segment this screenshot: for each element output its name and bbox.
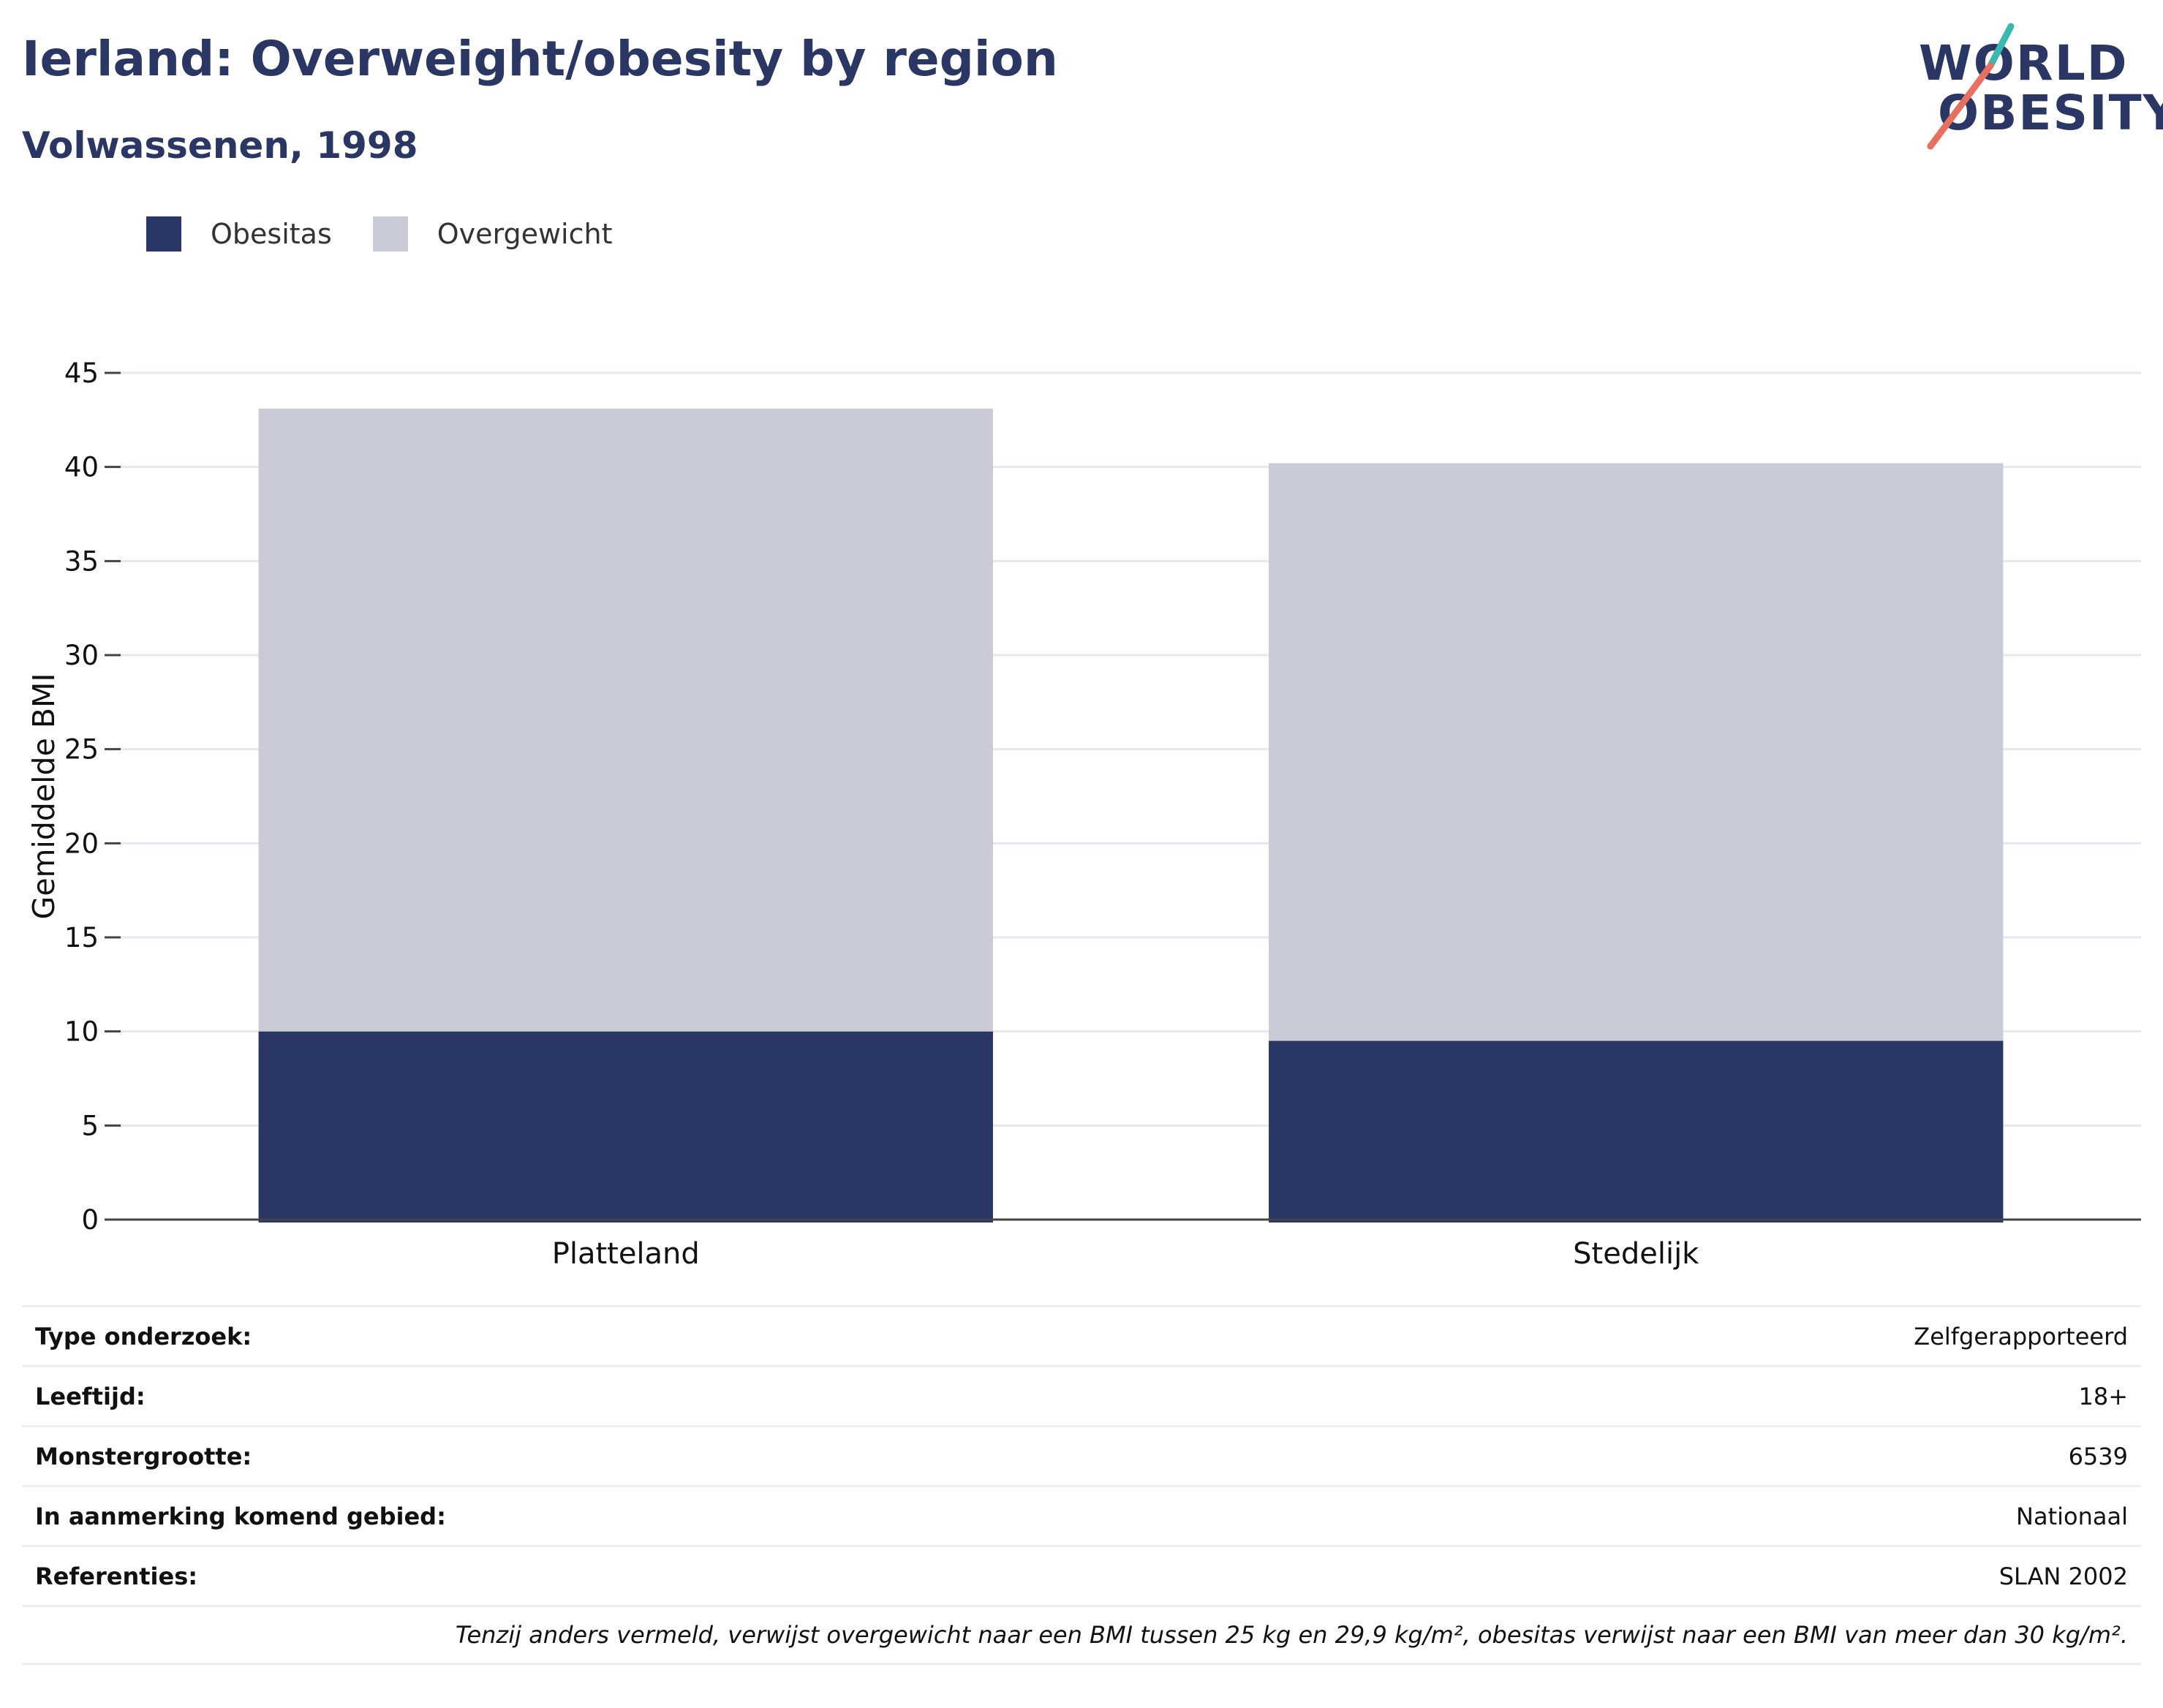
legend-swatch-obesitas bbox=[146, 216, 181, 252]
info-key: Leeftijd: bbox=[35, 1382, 146, 1410]
logo-line-2: OBESITY bbox=[1938, 85, 2163, 141]
info-key: Monstergrootte: bbox=[35, 1442, 252, 1470]
y-tick-label: 45 bbox=[64, 358, 99, 389]
info-table: Type onderzoek: Zelfgerapporteerd Leefti… bbox=[22, 1305, 2141, 1665]
world-obesity-logo: WORLD OBESITY bbox=[1909, 20, 2163, 159]
stacked-bar-chart: 0 5 10 15 20 25 30 35 40 45 Gemiddelde BMI Plattela… bbox=[26, 358, 2141, 1271]
x-tick-label: Platteland bbox=[552, 1237, 700, 1271]
info-row-type: Type onderzoek: Zelfgerapporteerd bbox=[22, 1305, 2141, 1365]
logo-slash-icon bbox=[1927, 23, 2015, 150]
legend-item-overgewicht[interactable]: Overgewicht bbox=[372, 216, 613, 252]
chart-title: Ierland: Overweight/obesity by region bbox=[22, 31, 1058, 87]
y-axis-label: Gemiddelde BMI bbox=[26, 673, 61, 920]
y-tick-label: 20 bbox=[64, 828, 99, 859]
info-value: 6539 bbox=[2068, 1442, 2128, 1470]
y-tick-label: 5 bbox=[81, 1110, 99, 1141]
y-tick-label: 0 bbox=[81, 1204, 99, 1236]
legend-item-obesitas[interactable]: Obesitas bbox=[146, 216, 332, 252]
legend-label-overgewicht: Overgewicht bbox=[437, 218, 613, 250]
legend-label-obesitas: Obesitas bbox=[211, 218, 332, 250]
info-value: Nationaal bbox=[2016, 1502, 2128, 1530]
info-value: Zelfgerapporteerd bbox=[1914, 1322, 2128, 1350]
info-value: 18+ bbox=[2078, 1382, 2128, 1410]
footnote: Tenzij anders vermeld, verwijst overgewi… bbox=[22, 1605, 2141, 1665]
logo-line-1: WORLD bbox=[1919, 35, 2129, 91]
bar-overgewicht-stedelijk bbox=[1269, 463, 2004, 1041]
chart-subtitle: Volwassenen, 1998 bbox=[22, 124, 418, 167]
chart-legend: Obesitas Overgewicht bbox=[146, 216, 654, 252]
bar-obesitas-stedelijk bbox=[1269, 1040, 2004, 1223]
info-key: In aanmerking komend gebied: bbox=[35, 1502, 446, 1530]
info-key: Referenties: bbox=[35, 1562, 198, 1590]
info-value: SLAN 2002 bbox=[1998, 1562, 2128, 1590]
y-tick-label: 35 bbox=[64, 545, 99, 577]
y-tick-label: 25 bbox=[64, 734, 99, 766]
y-tick-label: 10 bbox=[64, 1016, 99, 1048]
y-tick-label: 30 bbox=[64, 640, 99, 671]
info-row-age: Leeftijd: 18+ bbox=[22, 1365, 2141, 1425]
bar-overgewicht-platteland bbox=[258, 408, 993, 1032]
info-row-references: Referenties: SLAN 2002 bbox=[22, 1545, 2141, 1605]
y-tick-label: 40 bbox=[64, 452, 99, 483]
legend-swatch-overgewicht bbox=[372, 216, 408, 252]
info-row-sample-size: Monstergrootte: 6539 bbox=[22, 1425, 2141, 1485]
x-tick-label: Stedelijk bbox=[1573, 1237, 1699, 1271]
info-key: Type onderzoek: bbox=[35, 1322, 252, 1350]
info-row-area: In aanmerking komend gebied: Nationaal bbox=[22, 1485, 2141, 1545]
bar-obesitas-platteland bbox=[258, 1031, 993, 1223]
y-tick-label: 15 bbox=[64, 922, 99, 953]
